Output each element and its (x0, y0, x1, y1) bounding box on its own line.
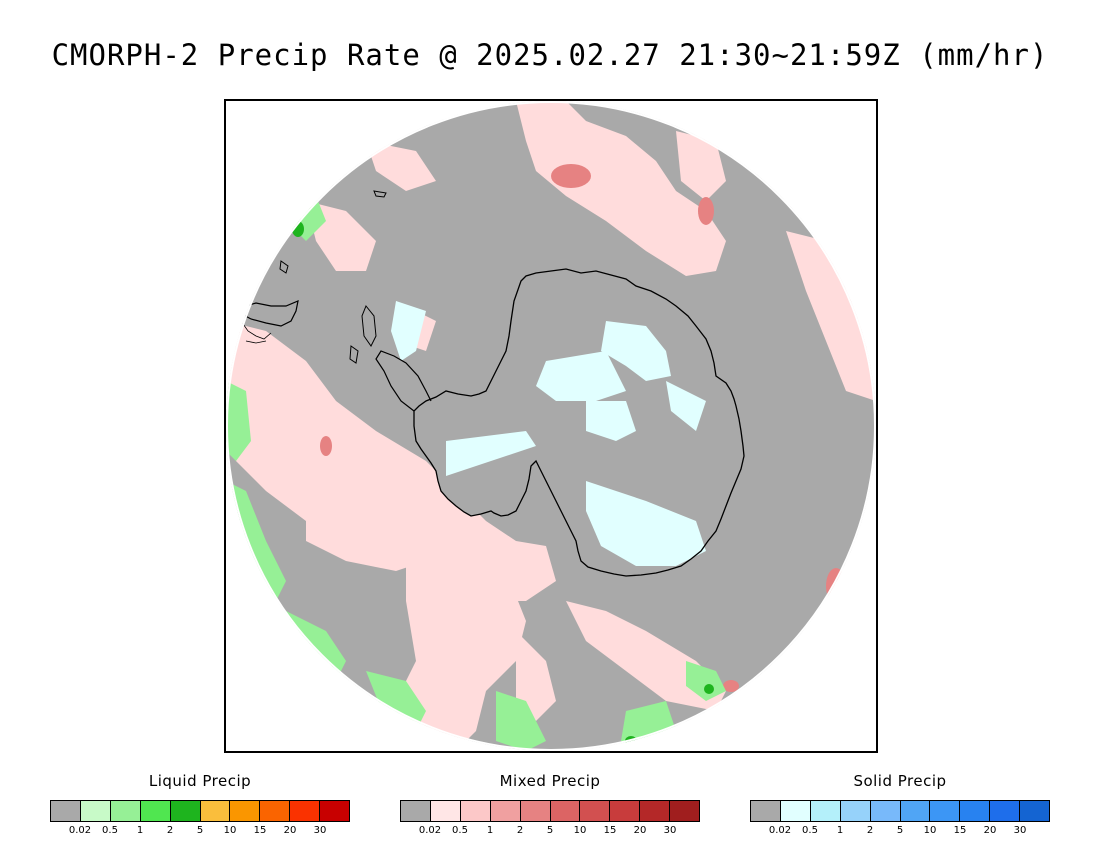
legend-solid: Solid Precip 0.02 0.5 1 2 5 10 15 20 30 (750, 772, 1050, 839)
legend-swatch (640, 801, 671, 821)
legend-swatch (260, 801, 291, 821)
legend-swatch (900, 801, 931, 821)
legend-swatch (430, 801, 461, 821)
legend-title: Solid Precip (853, 772, 947, 790)
chart-title: CMORPH-2 Precip Rate @ 2025.02.27 21:30~… (51, 38, 1049, 72)
legend-color-bar (400, 800, 700, 822)
solid-precip-areas (391, 301, 706, 566)
legend-swatch (1020, 801, 1050, 821)
legend-tick-label: 5 (196, 825, 204, 836)
legend-swatch (110, 801, 141, 821)
map-disk (226, 101, 876, 751)
legend-swatch (230, 801, 261, 821)
legend-liquid: Liquid Precip 0.02 0.5 1 2 5 10 15 20 30 (50, 772, 350, 839)
legend-tick-label: 0.5 (102, 825, 118, 836)
legend-swatch (520, 801, 551, 821)
polar-map (226, 101, 876, 751)
legend-swatch (810, 801, 841, 821)
legend-title: Liquid Precip (148, 772, 252, 790)
legend-ticks: 0.02 0.5 1 2 5 10 15 20 30 (400, 825, 700, 839)
legend-title: Mixed Precip (499, 772, 601, 790)
legend-swatch (870, 801, 901, 821)
legend-swatch (80, 801, 111, 821)
island-outlines (279, 190, 387, 364)
legend-swatch (140, 801, 171, 821)
legend-color-bar (750, 800, 1050, 822)
legend-swatch (960, 801, 991, 821)
legend-tick-label: 0.5 (802, 825, 818, 836)
legend-swatch (670, 801, 700, 821)
legend-swatch (751, 801, 781, 821)
legend-tick-label: 10 (923, 825, 937, 836)
legend-tick-label: 15 (253, 825, 267, 836)
legend-tick-label: 30 (1013, 825, 1027, 836)
south-america-tip-outline-icon (234, 300, 299, 327)
legend-swatch (320, 801, 350, 821)
legend-mixed: Mixed Precip 0.02 0.5 1 2 5 10 15 20 30 (400, 772, 700, 839)
legend-tick-label: 30 (313, 825, 327, 836)
legend-tick-label: 2 (866, 825, 874, 836)
legend-tick-label: 20 (283, 825, 297, 836)
legend-tick-label: 1 (836, 825, 844, 836)
legend-tick-label: 20 (983, 825, 997, 836)
legend-tick-label: 5 (896, 825, 904, 836)
legend-tick-label: 15 (603, 825, 617, 836)
legend-tick-label: 20 (633, 825, 647, 836)
legend-tick-label: 2 (166, 825, 174, 836)
legend-ticks: 0.02 0.5 1 2 5 10 15 20 30 (50, 825, 350, 839)
legend-tick-label: 2 (516, 825, 524, 836)
legend-tick-label: 0.02 (768, 825, 792, 836)
legend-swatch (290, 801, 321, 821)
legend-swatch (490, 801, 521, 821)
legend-ticks: 0.02 0.5 1 2 5 10 15 20 30 (750, 825, 1050, 839)
legend-tick-label: 5 (546, 825, 554, 836)
legend-swatch (170, 801, 201, 821)
legend-tick-label: 0.02 (418, 825, 442, 836)
legend-tick-label: 0.02 (68, 825, 92, 836)
antarctica-outline-icon (413, 268, 745, 577)
legend-swatch (610, 801, 641, 821)
legend-tick-label: 30 (663, 825, 677, 836)
legend-swatch (51, 801, 81, 821)
legend-tick-label: 0.5 (452, 825, 468, 836)
disk-edge (226, 101, 876, 751)
legend-swatch (460, 801, 491, 821)
legend-swatch (550, 801, 581, 821)
legend-tick-label: 10 (573, 825, 587, 836)
legend-tick-label: 10 (223, 825, 237, 836)
legend-swatch (930, 801, 961, 821)
legend-tick-label: 1 (136, 825, 144, 836)
legend-tick-label: 15 (953, 825, 967, 836)
antarctic-peninsula-outline-icon (375, 350, 432, 412)
legend-swatch (580, 801, 611, 821)
legend-tick-label: 1 (486, 825, 494, 836)
legend-swatch (780, 801, 811, 821)
map-panel (224, 99, 878, 753)
legend-swatch (401, 801, 431, 821)
legend-swatch (840, 801, 871, 821)
legend-color-bar (50, 800, 350, 822)
legend-swatch (200, 801, 231, 821)
legend-swatch (990, 801, 1021, 821)
archipelago-outlines (240, 320, 272, 344)
